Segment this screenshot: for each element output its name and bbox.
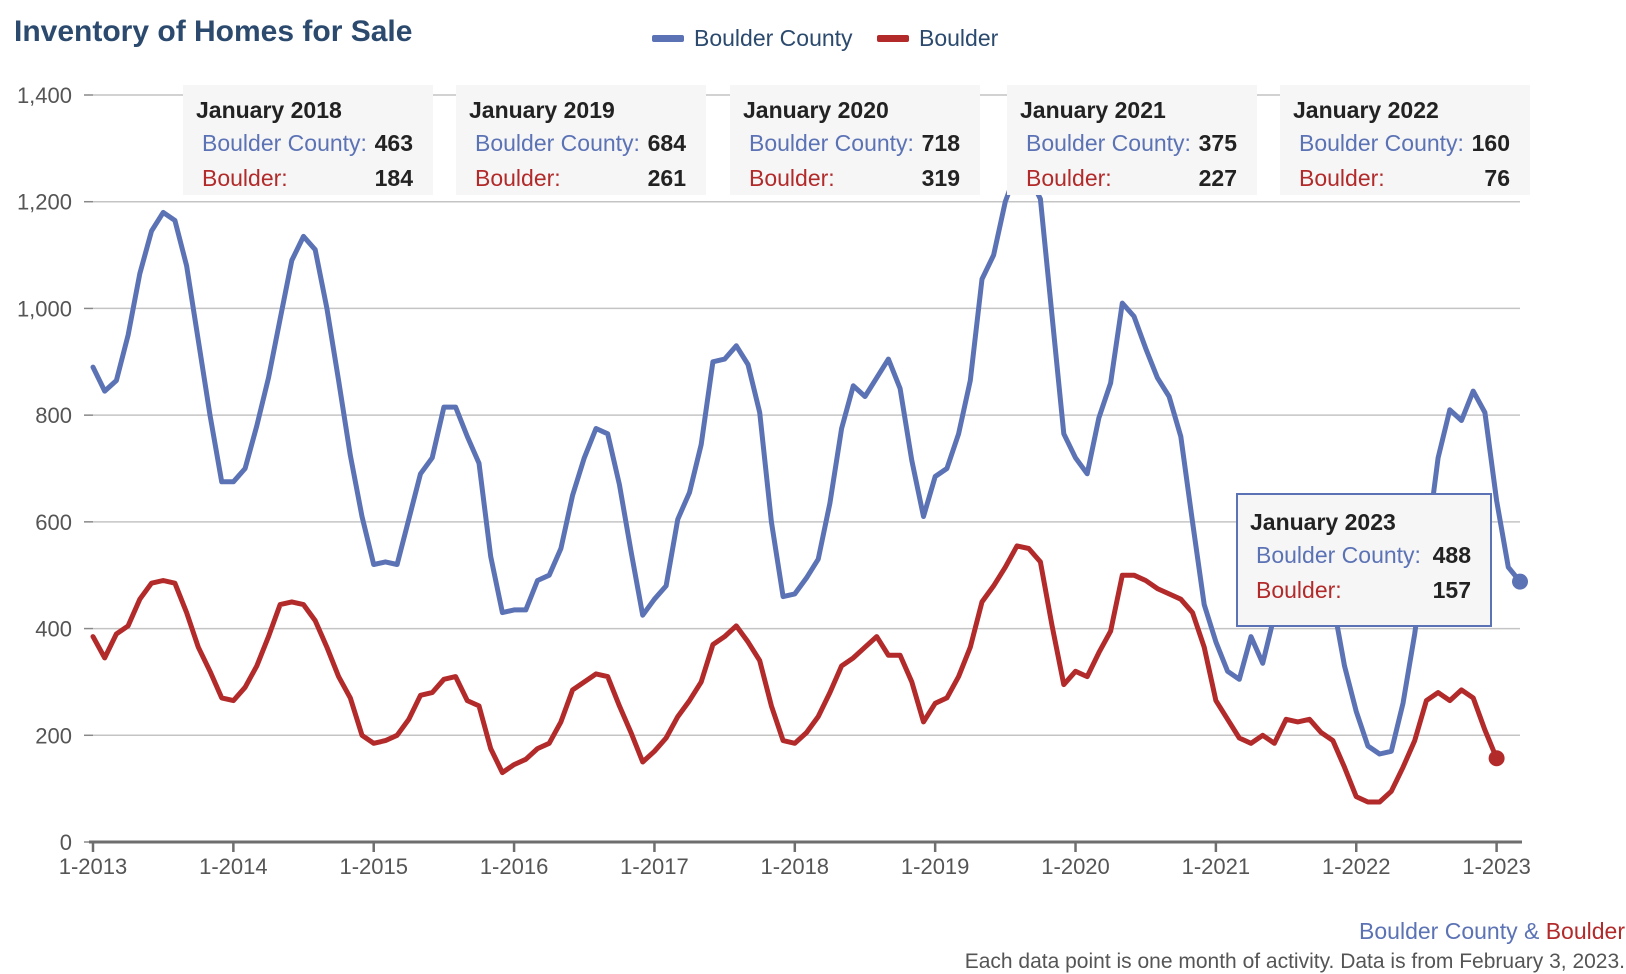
legend-item-boulder[interactable]: Boulder bbox=[877, 25, 999, 51]
legend-swatch-boulder-county bbox=[652, 35, 684, 42]
tooltip-january-2023: January 2023 Boulder County: 488 Boulder: 15… bbox=[1236, 493, 1492, 627]
x-tick-label: 1-2021 bbox=[1182, 854, 1251, 879]
tooltip-city-value: 227 bbox=[1199, 165, 1237, 191]
y-tick-label: 0 bbox=[60, 830, 72, 855]
tooltip-city-value: 319 bbox=[922, 165, 960, 191]
tooltip-city-label: Boulder: bbox=[749, 165, 835, 191]
y-tick-label: 600 bbox=[35, 510, 72, 535]
endpoint-marker-boulder[interactable] bbox=[1488, 750, 1505, 767]
tooltip-box bbox=[183, 85, 433, 195]
tooltip-box bbox=[1236, 493, 1492, 627]
credit-line: Boulder County & Boulder bbox=[1359, 918, 1625, 944]
tooltip-january-2019: January 2019 Boulder County: 684 Boulder: 26… bbox=[456, 85, 706, 195]
tooltip-title: January 2021 bbox=[1020, 97, 1166, 123]
tooltip-title: January 2019 bbox=[469, 97, 615, 123]
x-tick-label: 1-2020 bbox=[1041, 854, 1110, 879]
credit-county: Boulder County bbox=[1359, 918, 1518, 944]
tooltip-city-label: Boulder: bbox=[1299, 165, 1385, 191]
tooltip-city-value: 184 bbox=[375, 165, 414, 191]
y-axis-ticks: 0 200 400 600 800 1,000 1,200 1,400 bbox=[17, 83, 93, 855]
tooltip-county-value: 463 bbox=[375, 130, 413, 156]
tooltip-county-label: Boulder County: bbox=[475, 130, 640, 156]
y-tick-label: 1,000 bbox=[17, 296, 72, 321]
tooltip-city-label: Boulder: bbox=[1026, 165, 1112, 191]
tooltip-january-2018: January 2018 Boulder County: 463 Boulder: 18… bbox=[183, 85, 433, 195]
x-axis: 1-2013 1-2014 1-2015 1-2016 1-2017 1-2018 1-20… bbox=[59, 840, 1531, 879]
tooltip-title: January 2023 bbox=[1250, 509, 1396, 535]
tooltip-box bbox=[456, 85, 706, 195]
tooltip-january-2022: January 2022 Boulder County: 160 Boulder: 76 bbox=[1280, 85, 1530, 195]
x-tick-label: 1-2014 bbox=[199, 854, 268, 879]
tooltip-box bbox=[730, 85, 980, 195]
tooltip-county-value: 488 bbox=[1433, 542, 1472, 568]
tooltip-county-label: Boulder County: bbox=[1026, 130, 1191, 156]
series-line-boulder-county[interactable] bbox=[90, 167, 1523, 757]
y-tick-label: 400 bbox=[35, 617, 72, 642]
x-tick-label: 1-2019 bbox=[901, 854, 970, 879]
y-tick-label: 1,200 bbox=[17, 190, 72, 215]
credit-amp: & bbox=[1518, 918, 1546, 944]
tooltip-city-value: 76 bbox=[1484, 165, 1510, 191]
tooltip-city-label: Boulder: bbox=[202, 165, 288, 191]
tooltip-january-2020: January 2020 Boulder County: 718 Boulder: 31… bbox=[730, 85, 980, 195]
tooltip-city-value: 157 bbox=[1433, 577, 1471, 603]
tooltip-january-2021: January 2021 Boulder County: 375 Boulder: 22… bbox=[1007, 85, 1257, 195]
tooltip-county-label: Boulder County: bbox=[202, 130, 367, 156]
tooltip-county-label: Boulder County: bbox=[1256, 542, 1421, 568]
credit-city: Boulder bbox=[1546, 918, 1626, 944]
legend-label-boulder-county: Boulder County bbox=[694, 25, 853, 51]
y-tick-label: 200 bbox=[35, 723, 72, 748]
tooltip-title: January 2018 bbox=[196, 97, 342, 123]
legend-label-boulder: Boulder bbox=[919, 25, 999, 51]
tooltip-county-value: 375 bbox=[1199, 130, 1238, 156]
x-tick-label: 1-2018 bbox=[761, 854, 830, 879]
tooltip-county-value: 160 bbox=[1472, 130, 1510, 156]
y-tick-label: 800 bbox=[35, 403, 72, 428]
x-tick-label: 1-2016 bbox=[480, 854, 549, 879]
series-line-boulder[interactable] bbox=[90, 543, 1500, 805]
legend-swatch-boulder bbox=[877, 35, 909, 42]
tooltip-city-label: Boulder: bbox=[475, 165, 561, 191]
tooltip-box bbox=[1007, 85, 1257, 195]
chart-title: Inventory of Homes for Sale bbox=[14, 15, 412, 48]
legend-item-boulder-county[interactable]: Boulder County bbox=[652, 25, 853, 51]
x-tick-label: 1-2013 bbox=[59, 854, 128, 879]
tooltip-city-value: 261 bbox=[648, 165, 687, 191]
tooltips: January 2018 Boulder County: 463 Boulder: 18… bbox=[183, 85, 1530, 627]
tooltip-county-value: 684 bbox=[648, 130, 687, 156]
footnote: Each data point is one month of activity… bbox=[965, 950, 1625, 973]
tooltip-title: January 2020 bbox=[743, 97, 889, 123]
x-tick-label: 1-2015 bbox=[339, 854, 408, 879]
x-tick-label: 1-2017 bbox=[620, 854, 689, 879]
tooltip-city-label: Boulder: bbox=[1256, 577, 1342, 603]
series-lines bbox=[90, 167, 1528, 805]
tooltip-county-label: Boulder County: bbox=[1299, 130, 1464, 156]
legend[interactable]: Boulder County Boulder bbox=[652, 25, 999, 51]
endpoint-marker-boulder-county[interactable] bbox=[1512, 573, 1528, 590]
tooltip-county-value: 718 bbox=[922, 130, 961, 156]
tooltip-county-label: Boulder County: bbox=[749, 130, 914, 156]
x-tick-label: 1-2023 bbox=[1462, 854, 1531, 879]
x-tick-label: 1-2022 bbox=[1322, 854, 1391, 879]
y-tick-label: 1,400 bbox=[17, 83, 72, 108]
tooltip-box bbox=[1280, 85, 1530, 195]
tooltip-title: January 2022 bbox=[1293, 97, 1439, 123]
